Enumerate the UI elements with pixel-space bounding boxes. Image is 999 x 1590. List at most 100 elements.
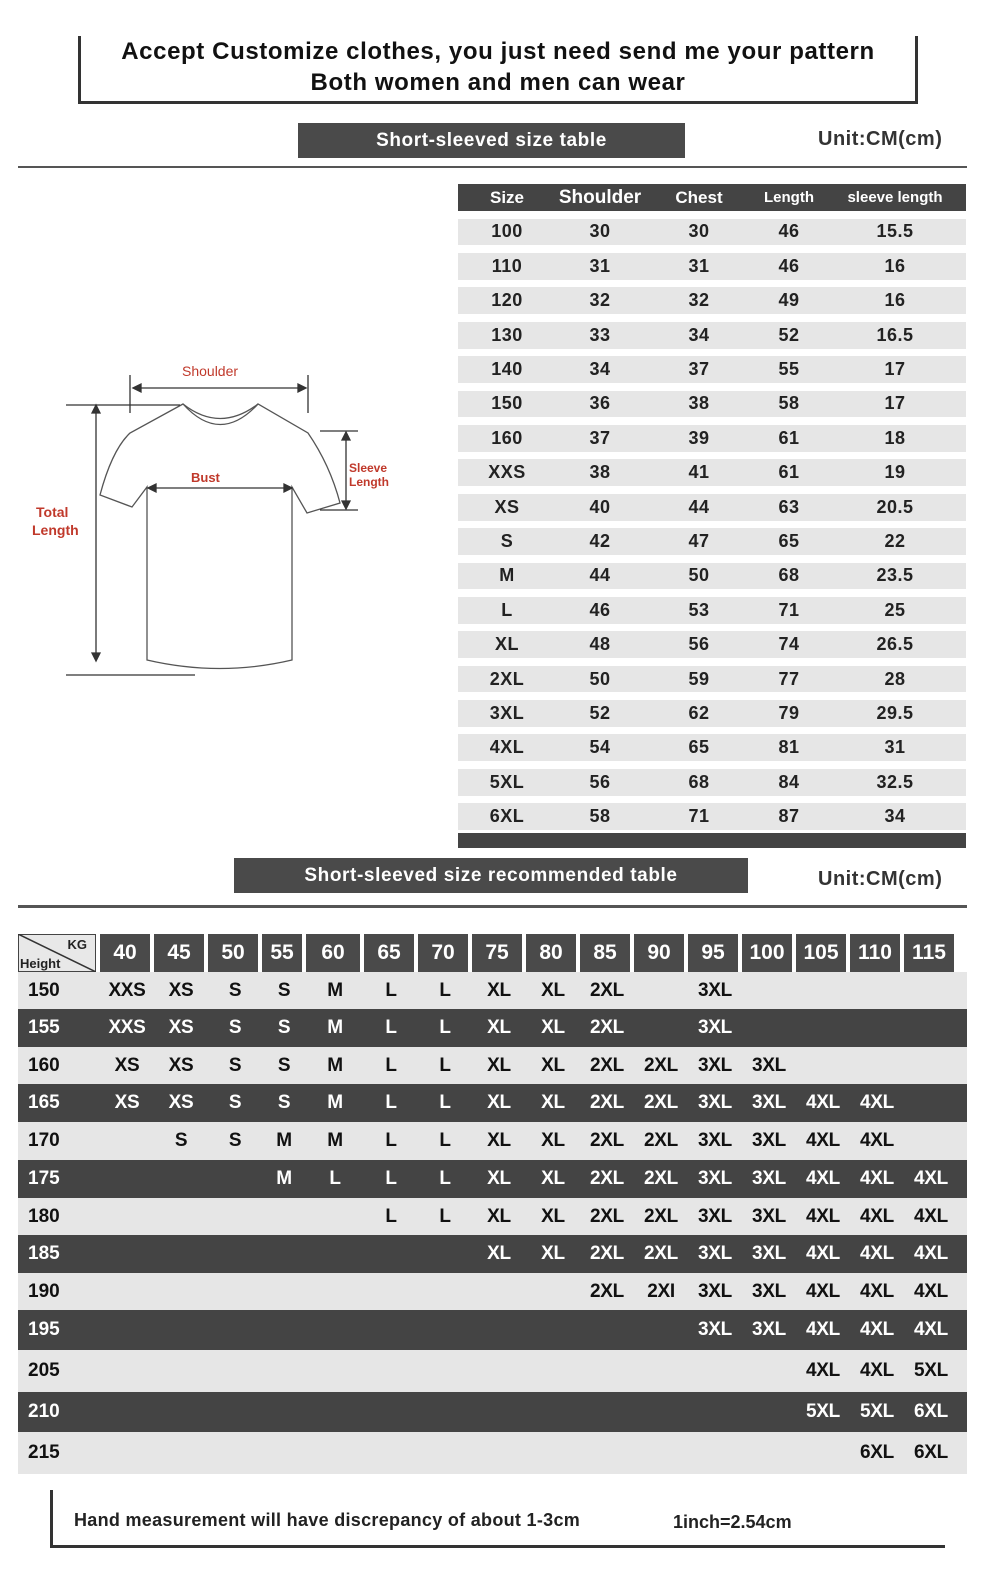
size-cell: 4XL xyxy=(914,1319,948,1340)
size-table-row: 150 36 38 58 17 xyxy=(458,390,966,418)
size-cell: 4XL xyxy=(860,1092,894,1113)
size-cell: L xyxy=(439,1205,451,1227)
size-table-cell: L xyxy=(501,599,513,620)
size-cell: 4XL xyxy=(860,1280,894,1302)
recommend-table-row: 205 4XL 4XL 5XL xyxy=(18,1350,967,1392)
size-cell: 3XL xyxy=(752,1280,786,1302)
size-table-cell: 44 xyxy=(688,496,710,517)
size-table-cell: 19 xyxy=(884,462,906,483)
size-cell: 4XL xyxy=(914,1205,948,1227)
height-cell: 195 xyxy=(28,1319,60,1340)
size-cell: 3XL xyxy=(752,1130,786,1151)
height-cell: 160 xyxy=(28,1054,60,1076)
footer-note-box: Hand measurement will have discrepancy o… xyxy=(50,1490,945,1548)
size-table-cell: XXS xyxy=(488,462,526,483)
size-cell: 4XL xyxy=(914,1168,948,1189)
total-length-label-2: Length xyxy=(32,522,79,538)
size-cell: M xyxy=(276,1130,292,1151)
size-table-cell: 50 xyxy=(589,668,611,689)
size-cell: M xyxy=(327,1092,343,1113)
size-cell: 4XL xyxy=(914,1243,948,1264)
recommend-table-row: 165 XS XS S S M L L XL XL 2XL 2XL 3XL 3XL 4XL 4XL xyxy=(18,1084,967,1122)
size-table-cell: 38 xyxy=(589,462,611,483)
weight-header: 85 xyxy=(580,934,630,972)
size-cell: 2XL xyxy=(590,1168,624,1189)
weight-header: 55 xyxy=(262,934,302,972)
sleeve-label-2: Length xyxy=(349,475,389,489)
size-cell: 3XL xyxy=(698,1168,732,1189)
measurement-note: Hand measurement will have discrepancy o… xyxy=(74,1510,581,1530)
size-cell: XL xyxy=(487,979,511,1001)
size-cell: 6XL xyxy=(914,1442,948,1463)
size-cell: 3XL xyxy=(752,1205,786,1227)
size-cell: 4XL xyxy=(806,1243,840,1264)
size-table-unit: Unit:CM(cm) xyxy=(818,128,943,150)
weight-header: 45 xyxy=(154,934,204,972)
headline-line2: Both women and men can wear xyxy=(310,69,686,96)
size-cell: 4XL xyxy=(806,1319,840,1340)
weight-header: 100 xyxy=(742,934,792,972)
size-cell: L xyxy=(439,1017,451,1038)
col-size: Size xyxy=(489,187,525,207)
size-cell: 3XL xyxy=(752,1243,786,1264)
size-table-row: 160 37 39 61 18 xyxy=(458,424,966,452)
size-table-title: Short-sleeved size table xyxy=(298,123,685,158)
size-table-cell: 84 xyxy=(778,771,800,792)
size-table-cell: 30 xyxy=(589,221,611,242)
recommend-table-unit: Unit:CM(cm) xyxy=(818,868,943,890)
headline-line1: Accept Customize clothes, you just need … xyxy=(121,38,875,65)
size-table-cell: 58 xyxy=(589,806,611,827)
size-cell: XS xyxy=(168,979,194,1001)
recommend-table-row: 210 5XL 5XL 6XL xyxy=(18,1392,967,1432)
size-cell: S xyxy=(277,1092,291,1113)
size-cell: L xyxy=(385,1017,397,1038)
size-cell: L xyxy=(329,1168,341,1189)
weight-header: 110 xyxy=(850,934,900,972)
size-cell: L xyxy=(439,1168,451,1189)
size-table-cell: 20.5 xyxy=(876,496,914,517)
size-table-row: 140 34 37 55 17 xyxy=(458,356,966,383)
recommend-table-row: 195 3XL 3XL 4XL 4XL 4XL xyxy=(18,1310,967,1350)
size-table-row: 2XL 50 59 77 28 xyxy=(458,665,966,693)
size-table-row: 130 33 34 52 16.5 xyxy=(458,321,966,349)
size-table-cell: 55 xyxy=(778,359,800,380)
size-cell: S xyxy=(174,1130,188,1151)
height-cell: 175 xyxy=(28,1168,60,1189)
weight-header: 95 xyxy=(688,934,738,972)
weight-header: 105 xyxy=(796,934,846,972)
size-cell: 4XL xyxy=(806,1092,840,1113)
col-chest: Chest xyxy=(675,187,723,207)
size-table-cell: 28 xyxy=(884,668,906,689)
corner-cell: KG Height xyxy=(18,934,96,972)
size-cell: L xyxy=(439,979,451,1001)
size-cell: XL xyxy=(541,1017,565,1038)
weight-header: 65 xyxy=(364,934,414,972)
size-table-row: M 44 50 68 23.5 xyxy=(458,562,966,590)
size-table-cell: 46 xyxy=(778,255,800,276)
size-table-cell: XS xyxy=(494,496,520,517)
size-table-header: Size Shoulder Chest Length sleeve length xyxy=(458,184,966,211)
size-cell: S xyxy=(228,1130,242,1151)
size-cell: 2XL xyxy=(590,979,624,1001)
size-table-cell: 32.5 xyxy=(876,771,914,792)
size-table-cell: 32 xyxy=(589,290,611,311)
size-cell: 4XL xyxy=(860,1168,894,1189)
size-table-cell: 25 xyxy=(884,599,906,620)
size-table-cell: 65 xyxy=(688,737,710,758)
size-table-cell: 46 xyxy=(589,599,611,620)
size-table-cell: 81 xyxy=(778,737,800,758)
size-cell: 5XL xyxy=(914,1360,948,1381)
size-cell: 3XL xyxy=(698,1280,732,1302)
size-table-cell: 23.5 xyxy=(876,565,914,586)
size-table-row: 110 31 31 46 16 xyxy=(458,252,966,280)
size-table-cell: 53 xyxy=(688,599,710,620)
size-cell: 3XL xyxy=(698,1319,732,1340)
size-cell: 6XL xyxy=(860,1442,894,1463)
inch-conversion: 1inch=2.54cm xyxy=(673,1512,792,1532)
sleeve-label-1: Sleeve xyxy=(349,461,387,475)
recommend-table-row: 180 L L XL XL 2XL 2XL 3XL 3XL 4XL 4XL 4XL xyxy=(18,1198,967,1235)
size-table-cell: 16.5 xyxy=(876,324,914,345)
col-length: Length xyxy=(764,189,814,206)
size-cell: XL xyxy=(487,1243,511,1264)
size-cell: XS xyxy=(168,1092,194,1113)
